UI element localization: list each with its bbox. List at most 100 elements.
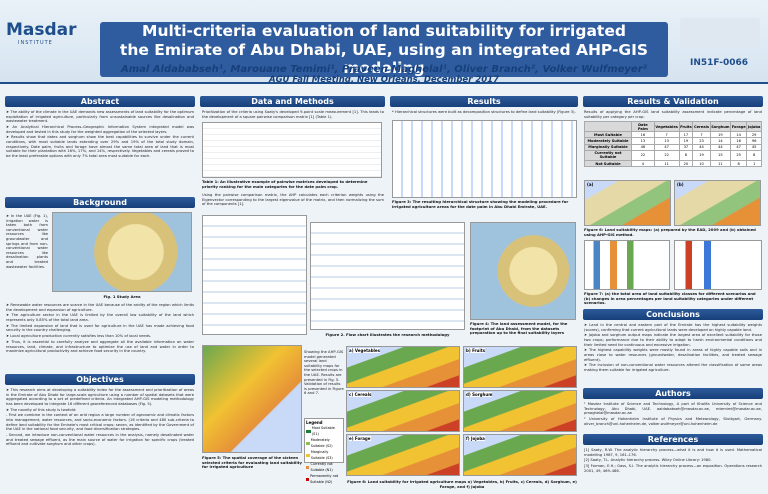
validation-map: (b): [674, 180, 761, 226]
table-cell: 45: [746, 143, 762, 151]
paragraph: [1] Saaty, R.W. The analytic hierarchy p…: [584, 448, 762, 457]
table-cell: 20: [678, 159, 694, 168]
legend-swatch: [306, 441, 310, 445]
text-block: Using the pairwise comparison matrix, th…: [202, 193, 384, 207]
table-cell: 4: [630, 159, 655, 168]
legend-item: Moderately Suitable (S2): [306, 437, 342, 449]
table-row: Most Suitable 16 7 17 7 19 14 29: [584, 131, 762, 139]
text-block: [1] Saaty, R.W. The analytic hierarchy p…: [584, 448, 762, 475]
table-caption: Table 1: An illustrative example of pair…: [202, 179, 368, 189]
table-cell: 8: [746, 149, 762, 161]
text-block: Prioritization of the criteria using Saa…: [202, 110, 384, 119]
column-header: Vegetables: [653, 120, 680, 133]
legend-swatch: [306, 465, 310, 469]
pairwise-table-image: [202, 122, 382, 178]
paragraph: ² University of Hohenheim Institute of P…: [584, 416, 762, 426]
legend-item: Currently not Suitable (N1): [306, 461, 342, 473]
paragraph: ➤ Jojoba and sorghum output maps indicat…: [584, 333, 762, 347]
bar-chart: [674, 240, 762, 290]
paragraph: ➤ Results show that dates and sorghum sh…: [6, 135, 194, 158]
partner-logos: [680, 18, 760, 48]
section-heading: Abstract: [5, 96, 195, 107]
figure-caption: Figure 5: The spatial coverage of the si…: [202, 455, 302, 470]
map-label: a) Vegetables: [349, 348, 381, 353]
criteria-map: [202, 345, 302, 453]
figure-caption: Figure 7: (a) the total area of land sui…: [584, 291, 756, 306]
authors: Amal Aldababseh¹, Marouane Temimi¹, Prav…: [120, 64, 648, 75]
table-row: Currently not Suitable 22 22 8 19 15 25 8: [584, 149, 762, 161]
paragraph: ➤ The limited expansion of land that is …: [6, 323, 194, 333]
table-corner: [584, 120, 632, 133]
row-header: Currently not Suitable: [584, 149, 632, 161]
table-cell: 22: [653, 149, 680, 161]
table-row: Not Suitable 4 11 20 10 11 8 1: [584, 159, 762, 168]
crop-map: d) Sorghum: [463, 390, 577, 432]
legend-item: Most Suitable (S1): [306, 425, 342, 437]
map-label: b) Fruits: [466, 348, 486, 353]
column-header: Jojoba: [746, 120, 762, 133]
validation-map: (a): [584, 180, 671, 226]
paragraph: ➤ The ability of the climate in the UAE …: [6, 110, 194, 124]
table-cell: 10: [692, 159, 711, 168]
crop-map: a) Vegetables: [346, 346, 460, 388]
header: Masdar INSTITUTE Multi-criteria evaluati…: [0, 0, 768, 85]
input-layers-image: [202, 215, 307, 335]
table-cell: 47: [653, 143, 680, 151]
table-cell: 8: [730, 159, 748, 168]
bar-chart: [584, 240, 670, 290]
legend-items: Most Suitable (S1) Moderately Suitable (S…: [306, 425, 342, 485]
study-area-map: [52, 212, 192, 292]
paragraph: ➤ An Analytical Hierarchical Process–Geo…: [6, 124, 194, 134]
crop-map: c) Cereals: [346, 390, 460, 432]
figure-caption: Figure 6: Land suitability for irrigated…: [347, 479, 577, 489]
table-cell: 44: [709, 143, 732, 151]
paragraph: ➤ Local agriculture production currently…: [6, 334, 152, 339]
flow-chart: [310, 222, 465, 330]
column-header: Sorghum: [709, 120, 732, 133]
paragraph: ➤ Land in the central and eastern part o…: [584, 323, 762, 332]
legend-label: Currently not Suitable (N1): [310, 462, 333, 472]
table: Date Palm Vegetables Fruits Cereals Sorghum F…: [584, 120, 762, 168]
map-label: c) Cereals: [349, 392, 372, 397]
table-cell: 46: [630, 143, 655, 151]
column-header: Fruits: [678, 120, 694, 133]
table-cell: 47: [730, 143, 748, 151]
section-heading: Background: [5, 197, 195, 208]
section-heading: Results: [390, 96, 578, 107]
section-heading: Results & Validation: [583, 96, 763, 107]
logo: Masdar: [6, 20, 77, 40]
text-block: ¹ Masdar Institute of Science and Techno…: [584, 402, 762, 427]
figure-caption: Figure 6: Land suitability maps: (a) pre…: [584, 227, 756, 237]
paragraph: ➤ The highest capability weights were mo…: [584, 348, 762, 362]
map-label: (b): [677, 182, 684, 187]
legend-title: Legend: [306, 420, 323, 425]
text-block: ➤ Renewable water resources are scarce i…: [6, 303, 194, 355]
text-block: ➤ The ability of the climate in the UAE …: [6, 110, 194, 160]
text-block: ➤ This research aims at developing a sui…: [6, 388, 194, 448]
figure-caption: Fig. 1 Study Area: [103, 294, 141, 299]
table-cell: 22: [630, 149, 655, 161]
section-heading: Objectives: [5, 374, 195, 385]
map-label: d) Sorghum: [466, 392, 493, 397]
paragraph: - First we combine in the context of an …: [6, 413, 194, 432]
paragraph: [3] Forman, E.H.; Gass, S.I. The analyti…: [584, 464, 762, 473]
figure-caption: Figure 2. Flow chart illustrates the res…: [325, 332, 450, 337]
column-header: Cereals: [692, 120, 711, 133]
legend-label: Moderately Suitable (S2): [310, 438, 333, 448]
logo-sub: INSTITUTE: [18, 40, 53, 46]
table-header-row: Date Palm Vegetables Fruits Cereals Sorghum F…: [584, 120, 762, 133]
legend-item: Permanently not Suitable (N2): [306, 473, 342, 485]
table-cell: 19: [692, 149, 711, 161]
legend-swatch: [306, 429, 311, 433]
legend-label: Marginally Suitable (S3): [310, 450, 333, 460]
column-header: Date Palm: [630, 120, 655, 133]
figure-caption: Figure 3: The resulting hierarchical str…: [392, 199, 569, 209]
text-block: Showing the AHP-GIS model generated seve…: [304, 350, 344, 396]
paragraph: ➤ The novelty of this study is twofold:: [6, 407, 77, 412]
table-row: Marginally Suitable 46 47 37 44 44 47 45: [584, 143, 762, 151]
hierarchy-image: [392, 120, 577, 198]
text-block: Results of applying the AHP-GIS land sui…: [584, 110, 762, 119]
crop-map: b) Fruits: [463, 346, 577, 388]
paragraph: - Second, we introduce non-conventional …: [6, 432, 194, 447]
crop-maps: a) Vegetables b) Fruits c) Cereals d) Sorgh…: [346, 346, 578, 478]
